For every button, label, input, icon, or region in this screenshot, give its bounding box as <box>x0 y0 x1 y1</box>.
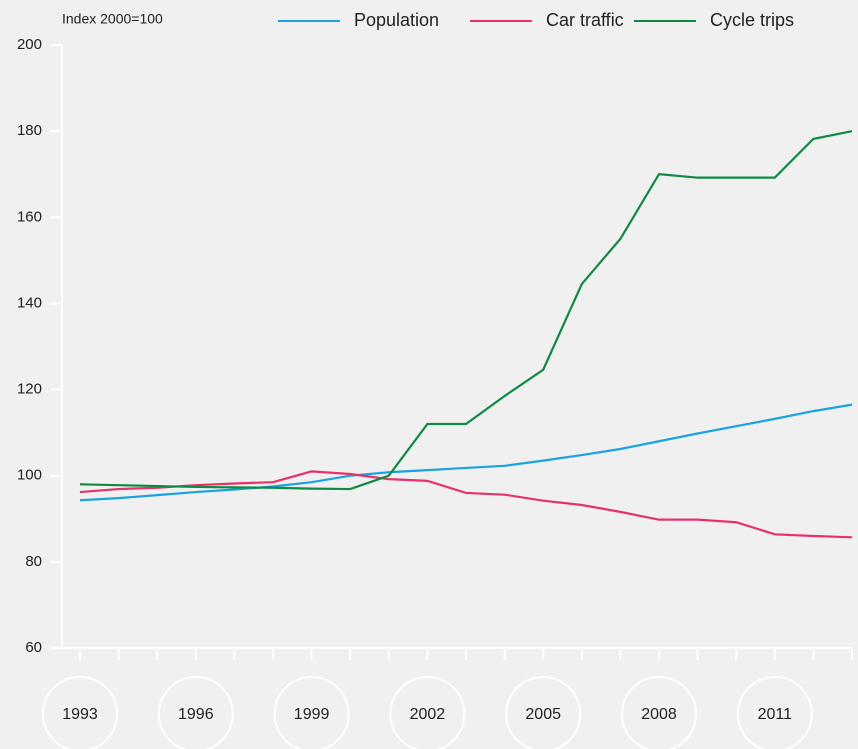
series-line <box>79 130 853 491</box>
y-tick-label: 120 <box>17 381 42 398</box>
y-tick-label: 60 <box>25 639 42 656</box>
x-tick-circle <box>157 676 234 749</box>
y-tick-label: 160 <box>17 208 42 225</box>
x-tick-label: 1999 <box>294 706 330 723</box>
y-tick-label: 200 <box>17 36 42 53</box>
legend-label: Cycle trips <box>710 10 794 30</box>
legend-label: Car traffic <box>546 10 624 30</box>
x-tick-circle <box>621 676 697 749</box>
x-tick-label: 1996 <box>178 706 214 723</box>
legend-label: Population <box>354 10 439 30</box>
y-tick-label: 180 <box>17 122 42 139</box>
x-tick-label: 2011 <box>758 706 793 723</box>
y-tick-label: 100 <box>17 467 42 484</box>
x-tick-label: 1993 <box>62 706 98 723</box>
x-tick-label: 2005 <box>525 706 561 723</box>
x-tick-circle <box>736 676 813 749</box>
x-tick-circle <box>273 676 350 749</box>
y-tick-label: 140 <box>17 294 42 311</box>
series-line <box>79 470 853 539</box>
series-line <box>79 403 853 502</box>
y-tick-label: 80 <box>25 553 42 570</box>
x-tick-label: 2002 <box>410 706 446 723</box>
x-tick-circle <box>505 676 582 749</box>
x-tick-label: 2008 <box>641 706 677 723</box>
x-tick-circle <box>389 676 466 749</box>
x-tick-circle <box>42 676 118 749</box>
y-axis-label: Index 2000=100 <box>62 11 163 27</box>
